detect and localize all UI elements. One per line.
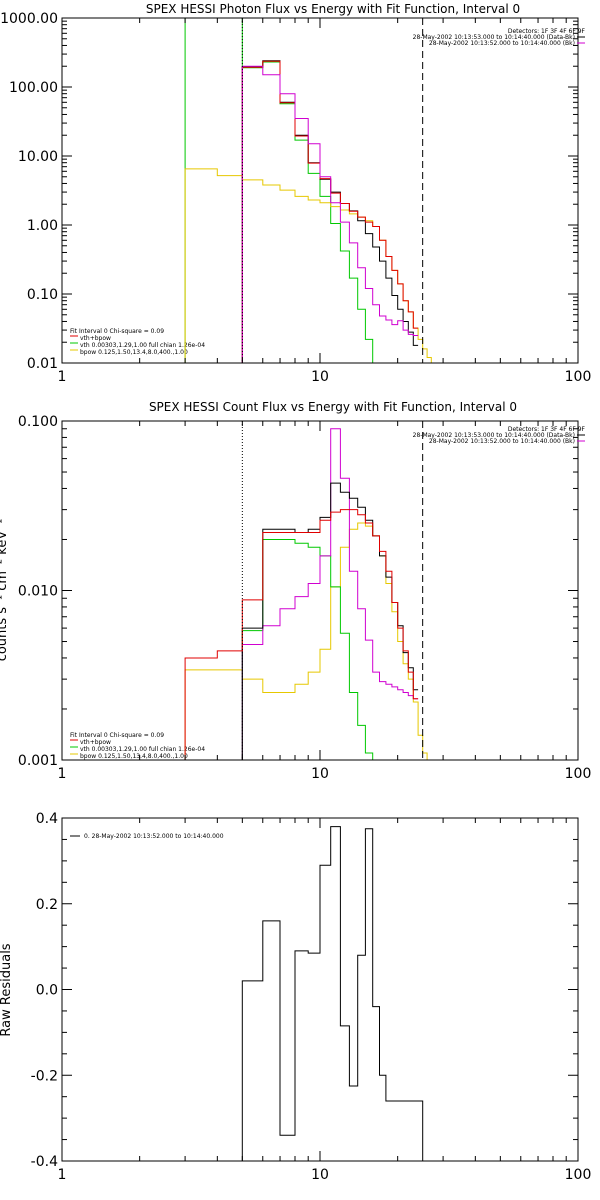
photon-legend: Fit Interval 0 Chi-square = 0.09 vth+bpo…	[70, 328, 205, 356]
residuals-ylabel: Raw Residuals	[0, 943, 14, 1036]
count-detectors-label: Detectors: 1F 3F 4F 6F 9F	[508, 426, 586, 433]
photon-y-tick-label: 0.10	[27, 287, 58, 303]
residuals-panel: Raw Residuals 0. 28-May-2002 10:13:52.00…	[0, 811, 591, 1183]
count-legend-vth-label: vth 0.00303,1.29,1.00 full chian 1.26e-0…	[80, 746, 205, 753]
residuals-y-tick-label: 0.2	[36, 897, 58, 913]
residuals-y-tick-label: 0.0	[36, 983, 58, 999]
photon-y-tick-label: 0.01	[27, 356, 58, 372]
photon-info-block: Detectors: 1F 3F 4F 6F 9F 28-May-2002 10…	[413, 28, 586, 47]
count-x-tick-label: 100	[565, 766, 592, 782]
count-legend-title: Fit Interval 0 Chi-square = 0.09	[70, 732, 164, 739]
count-series-vth-bpow	[184, 509, 419, 760]
residuals-y-tick-label: 0.4	[36, 811, 58, 827]
count-y-tick-label: 0.100	[18, 414, 58, 430]
count-bk-interval-label: 28-May-2002 10:13:52.000 to 10:14:40.000…	[429, 438, 575, 445]
count-x-tick-label: 1	[58, 766, 67, 782]
count-plot-frame	[61, 420, 579, 761]
photon-x-tick-label: 1	[58, 369, 67, 385]
count-series-group	[184, 428, 444, 760]
photon-legend-bpow-label: bpow 0.125,1.50,13.4,8.0,400.,1.00	[80, 349, 188, 356]
residuals-x-tick-label: 1	[58, 1167, 67, 1183]
count-flux-title: SPEX HESSI Count Flux vs Energy with Fit…	[149, 400, 517, 414]
residuals-x-tick-label: 10	[311, 1167, 329, 1183]
count-flux-ylabel: counts s⁻¹ cm⁻² keV⁻¹	[0, 519, 10, 662]
photon-data-interval-label: 28-May-2002 10:13:53.000 to 10:14:40.000…	[413, 34, 575, 41]
photon-y-tick-label: 1000.00	[0, 11, 58, 27]
residuals-y-tick-label: -0.4	[31, 1154, 58, 1170]
count-y-tick-label: 0.010	[18, 584, 58, 600]
photon-legend-vth-label: vth 0.00303,1.29,1.00 full chian 1.26e-0…	[80, 342, 205, 349]
count-info-block: Detectors: 1F 3F 4F 6F 9F 28-May-2002 10…	[413, 426, 586, 445]
count-series-bk	[241, 428, 419, 760]
residuals-legend-label: 0. 28-May-2002 10:13:52.000 to 10:14:40.…	[84, 833, 224, 840]
photon-series-vth	[184, 18, 444, 363]
photon-detectors-label: Detectors: 1F 3F 4F 6F 9F	[508, 28, 586, 35]
photon-series-bk	[241, 65, 419, 363]
count-legend: Fit Interval 0 Chi-square = 0.09 vth+bpo…	[70, 732, 205, 760]
residuals-series-group	[241, 826, 424, 1161]
photon-series-group	[184, 18, 444, 363]
photon-legend-title: Fit Interval 0 Chi-square = 0.09	[70, 328, 164, 335]
photon-y-tick-label: 100.00	[9, 80, 58, 96]
count-legend-sum-label: vth+bpow	[80, 739, 111, 746]
count-flux-panel: SPEX HESSI Count Flux vs Energy with Fit…	[0, 400, 591, 782]
count-series-bpow	[184, 522, 444, 760]
residuals-x-tick-label: 100	[565, 1167, 592, 1183]
count-x-tick-label: 10	[311, 766, 329, 782]
count-data-interval-label: 28-May-2002 10:13:53.000 to 10:14:40.000…	[413, 432, 575, 439]
count-y-tick-label: 0.001	[18, 753, 58, 769]
count-legend-bpow-label: bpow 0.125,1.50,13.4,8.0,400.,1.00	[80, 753, 188, 760]
count-series-vth	[185, 539, 444, 760]
photon-y-tick-label: 1.00	[27, 218, 58, 234]
photon-flux-panel: SPEX HESSI Photon Flux vs Energy with Fi…	[0, 2, 591, 385]
photon-legend-sum-label: vth+bpow	[80, 335, 111, 342]
photon-x-tick-label: 100	[565, 369, 592, 385]
photon-x-tick-label: 10	[311, 369, 329, 385]
photon-bk-interval-label: 28-May-2002 10:13:52.000 to 10:14:40.000…	[429, 40, 575, 47]
photon-series-bpow	[184, 168, 444, 363]
photon-y-tick-label: 10.00	[18, 149, 58, 165]
residuals-y-tick-label: -0.2	[31, 1068, 58, 1084]
residuals-series-residual	[241, 826, 424, 1161]
photon-flux-title: SPEX HESSI Photon Flux vs Energy with Fi…	[146, 2, 520, 16]
